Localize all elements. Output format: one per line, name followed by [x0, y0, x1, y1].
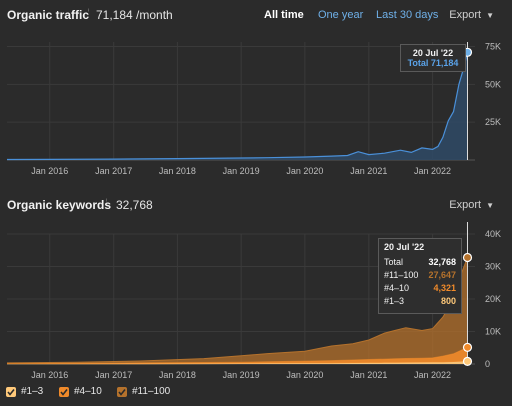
tooltip-row-1-3: #1–3 800	[384, 296, 456, 306]
info-icon[interactable]: ⁱ	[88, 7, 90, 16]
keywords-marker-2	[462, 342, 473, 352]
tooltip-row-4-10: #4–10 4,321	[384, 283, 456, 293]
tab-all-time[interactable]: All time	[264, 9, 304, 21]
x-tick-label: Jan 2022	[414, 166, 451, 176]
x-tick-label: Jan 2016	[31, 166, 68, 176]
tab-one-year[interactable]: One year	[318, 9, 364, 21]
y-tick-label: 40K	[485, 229, 501, 239]
x-tick-label: Jan 2017	[95, 166, 132, 176]
traffic-export-button[interactable]: Export ▼	[449, 9, 494, 21]
traffic-line	[6, 52, 469, 161]
tooltip-row-11-100: #11–100 27,647	[384, 270, 456, 280]
checkbox-checked-icon[interactable]	[117, 387, 127, 397]
x-tick-label: Jan 2019	[223, 166, 260, 176]
legend-label: #4–10	[74, 386, 102, 397]
y-tick-label: 20K	[485, 294, 501, 304]
x-tick-label: Jan 2021	[350, 370, 387, 380]
keywords-export-button[interactable]: Export ▼	[449, 199, 494, 211]
tooltip-date: 20 Jul '22	[384, 242, 425, 252]
y-tick-label: 10K	[485, 327, 501, 337]
x-tick-label: Jan 2017	[95, 370, 132, 380]
x-tick-label: Jan 2016	[31, 370, 68, 380]
traffic-chart: Jan 2016 Jan 2017 Jan 2018 Jan 2019 Jan 2020…	[6, 42, 501, 176]
x-tick-label: Jan 2018	[159, 370, 196, 380]
tooltip-date: 20 Jul '22	[412, 48, 454, 58]
chevron-down-icon: ▼	[486, 11, 494, 20]
x-tick-label: Jan 2020	[286, 370, 323, 380]
checkbox-checked-icon[interactable]	[59, 387, 69, 397]
info-icon[interactable]: ⁱ	[106, 197, 108, 206]
y-tick-label: 30K	[485, 262, 501, 272]
traffic-value: 71,184 /month	[96, 8, 173, 22]
tooltip-row-total: Total 32,768	[384, 257, 456, 267]
keywords-tooltip: 20 Jul '22 Total 32,768 #11–100 27,647 #…	[378, 238, 462, 314]
keywords-marker-3	[462, 252, 473, 263]
chevron-down-icon: ▼	[486, 201, 494, 210]
keywords-area-3	[7, 257, 468, 364]
y-tick-label: 75K	[485, 42, 501, 52]
checkbox-checked-icon[interactable]	[6, 387, 16, 397]
keywords-line-3	[6, 257, 468, 364]
traffic-tooltip: 20 Jul '22 Total 71,184	[400, 44, 466, 72]
y-tick-label: 25K	[485, 117, 501, 127]
tab-last-30-days[interactable]: Last 30 days	[376, 9, 439, 21]
keywords-area-2	[7, 347, 468, 364]
tooltip-total: Total 71,184	[407, 58, 459, 68]
keywords-header: Organic keywords ⁱ 32,768 Export ▼	[0, 192, 512, 218]
y-tick-label: 0	[485, 359, 490, 369]
traffic-title: Organic traffic	[7, 8, 90, 22]
keywords-marker-1	[462, 356, 473, 366]
y-tick-label: 50K	[485, 79, 501, 89]
x-tick-label: Jan 2019	[223, 370, 260, 380]
legend-label: #11–100	[132, 386, 171, 397]
traffic-area	[7, 52, 468, 160]
keywords-value: 32,768	[116, 198, 153, 212]
legend-label: #1–3	[21, 386, 44, 397]
x-tick-label: Jan 2018	[159, 166, 196, 176]
traffic-header: Organic traffic ⁱ 71,184 /month All time…	[0, 2, 512, 28]
keywords-chart: Jan 2016 Jan 2017 Jan 2018 Jan 2019 Jan 2020…	[6, 222, 501, 380]
x-tick-label: Jan 2021	[350, 166, 387, 176]
x-tick-label: Jan 2020	[286, 166, 323, 176]
keywords-title: Organic keywords	[7, 198, 112, 212]
x-tick-label: Jan 2022	[414, 370, 451, 380]
